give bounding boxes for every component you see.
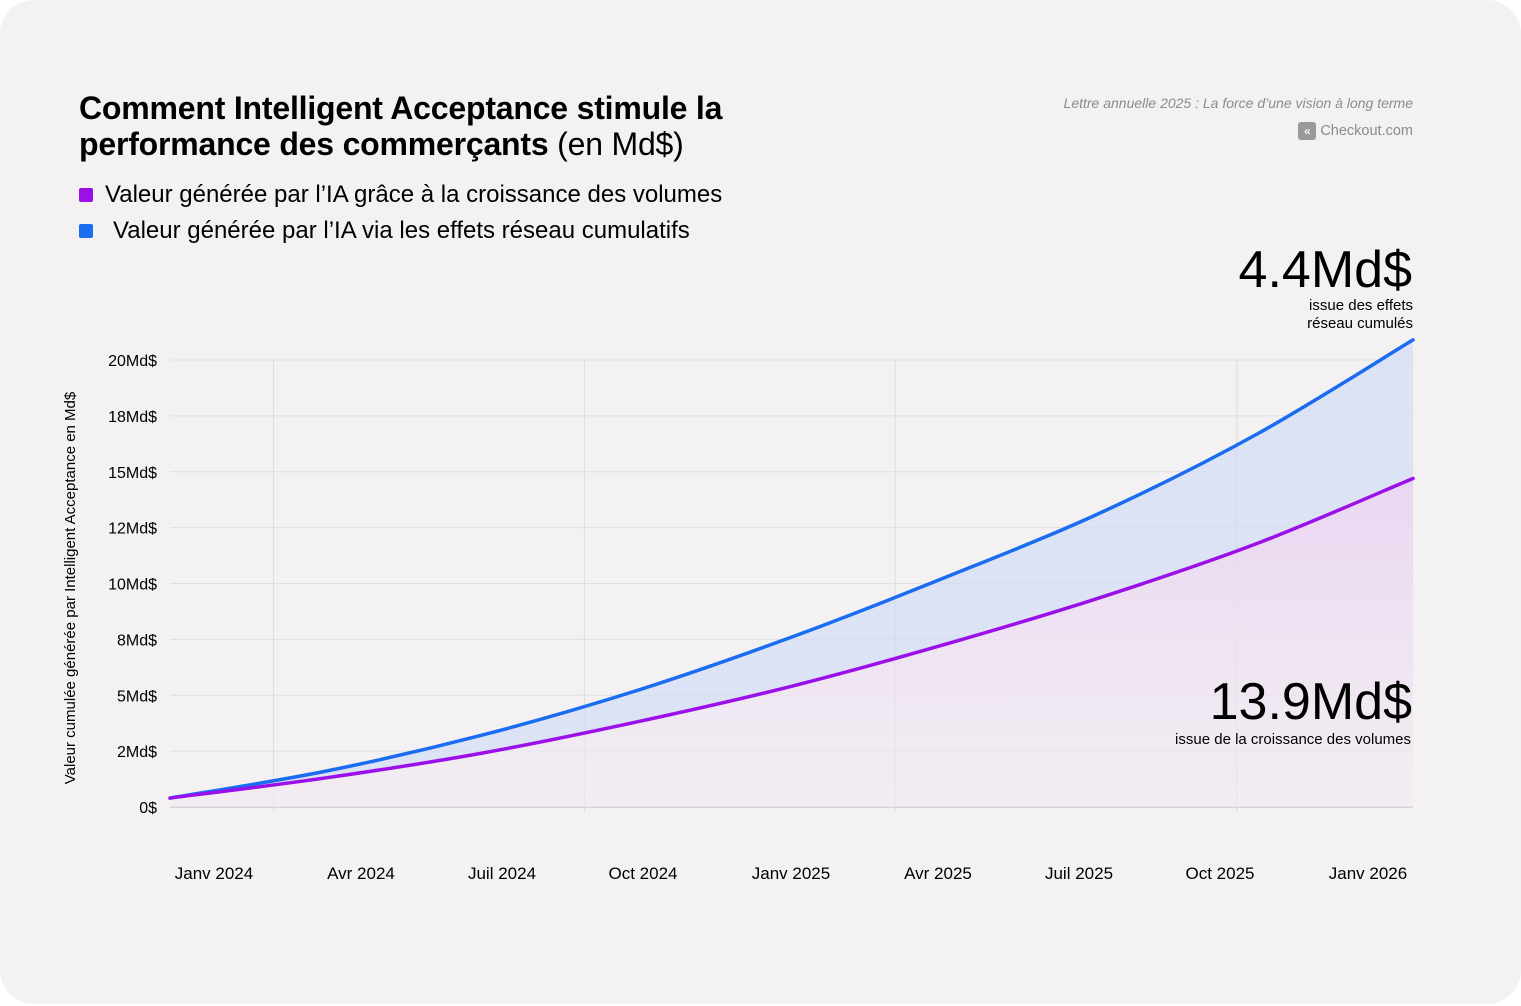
x-tick-label: Janv 2026 — [1329, 864, 1407, 883]
y-axis-label: Valeur cumulée générée par Intelligent A… — [62, 391, 79, 784]
legend: Valeur générée par l’IA grâce à la crois… — [79, 177, 722, 249]
annotations: 4.4Md$ issue des effets réseau cumulés 1… — [1175, 241, 1413, 748]
y-tick-label: 0$ — [139, 800, 157, 817]
series-line-network-effects — [168, 338, 1415, 800]
x-tick-label: Janv 2024 — [175, 864, 253, 883]
chart-title: Comment Intelligent Acceptance stimule l… — [79, 90, 839, 162]
y-tick-label: 15Md$ — [108, 465, 157, 482]
axes: 0$ 2Md$ 5Md$ 8Md$ 10Md$ 12Md$ 15Md$ 18Md$ 20Md$ J… — [108, 353, 1407, 883]
y-tick-label: 2Md$ — [117, 744, 157, 761]
area-network-effects — [170, 339, 1413, 799]
areas — [170, 339, 1413, 807]
chart-title-unit: (en Md$) — [548, 126, 684, 162]
brand-label: Checkout.com — [1320, 123, 1413, 139]
annotation-network-text-1: issue des effets — [1309, 297, 1413, 314]
area-volume-growth — [170, 478, 1413, 807]
x-tick-label: Avr 2024 — [327, 864, 395, 883]
annotation-network-text-2: réseau cumulés — [1307, 315, 1413, 332]
x-tick-label: Avr 2025 — [904, 864, 972, 883]
y-tick-label: 8Md$ — [117, 632, 157, 649]
y-tick-label: 10Md$ — [108, 577, 157, 594]
legend-swatch-blue — [79, 224, 93, 238]
series-lines — [168, 338, 1415, 800]
x-tick-label: Oct 2024 — [609, 864, 678, 883]
brand: « Checkout.com — [1298, 122, 1413, 140]
annotation-volume-text-1: issue de la croissance des volumes — [1175, 731, 1411, 748]
y-tick-label: 12Md$ — [108, 521, 157, 538]
y-tick-label: 5Md$ — [117, 688, 157, 705]
x-tick-label: Oct 2025 — [1186, 864, 1255, 883]
x-tick-label: Juil 2024 — [468, 864, 536, 883]
y-tick-label: 18Md$ — [108, 409, 157, 426]
series-line-volume-growth — [168, 476, 1415, 800]
source-caption: Lettre annuelle 2025 : La force d’une vi… — [1063, 95, 1413, 111]
annotation-network-value: 4.4Md$ — [1239, 241, 1413, 299]
checkout-logo-icon: « — [1298, 122, 1317, 140]
legend-label: Valeur générée par l’IA via les effets r… — [113, 217, 690, 244]
x-tick-label: Juil 2025 — [1045, 864, 1113, 883]
y-tick-label: 20Md$ — [108, 353, 157, 370]
x-tick-label: Janv 2025 — [752, 864, 830, 883]
legend-label: Valeur générée par l’IA grâce à la crois… — [105, 181, 723, 208]
legend-item-volume-growth: Valeur générée par l’IA grâce à la crois… — [79, 177, 722, 213]
chart-title-main: Comment Intelligent Acceptance stimule l… — [79, 90, 723, 162]
legend-item-network-effects: Valeur générée par l’IA via les effets r… — [79, 213, 722, 249]
legend-swatch-purple — [79, 188, 93, 202]
annotation-volume-value: 13.9Md$ — [1210, 673, 1412, 731]
